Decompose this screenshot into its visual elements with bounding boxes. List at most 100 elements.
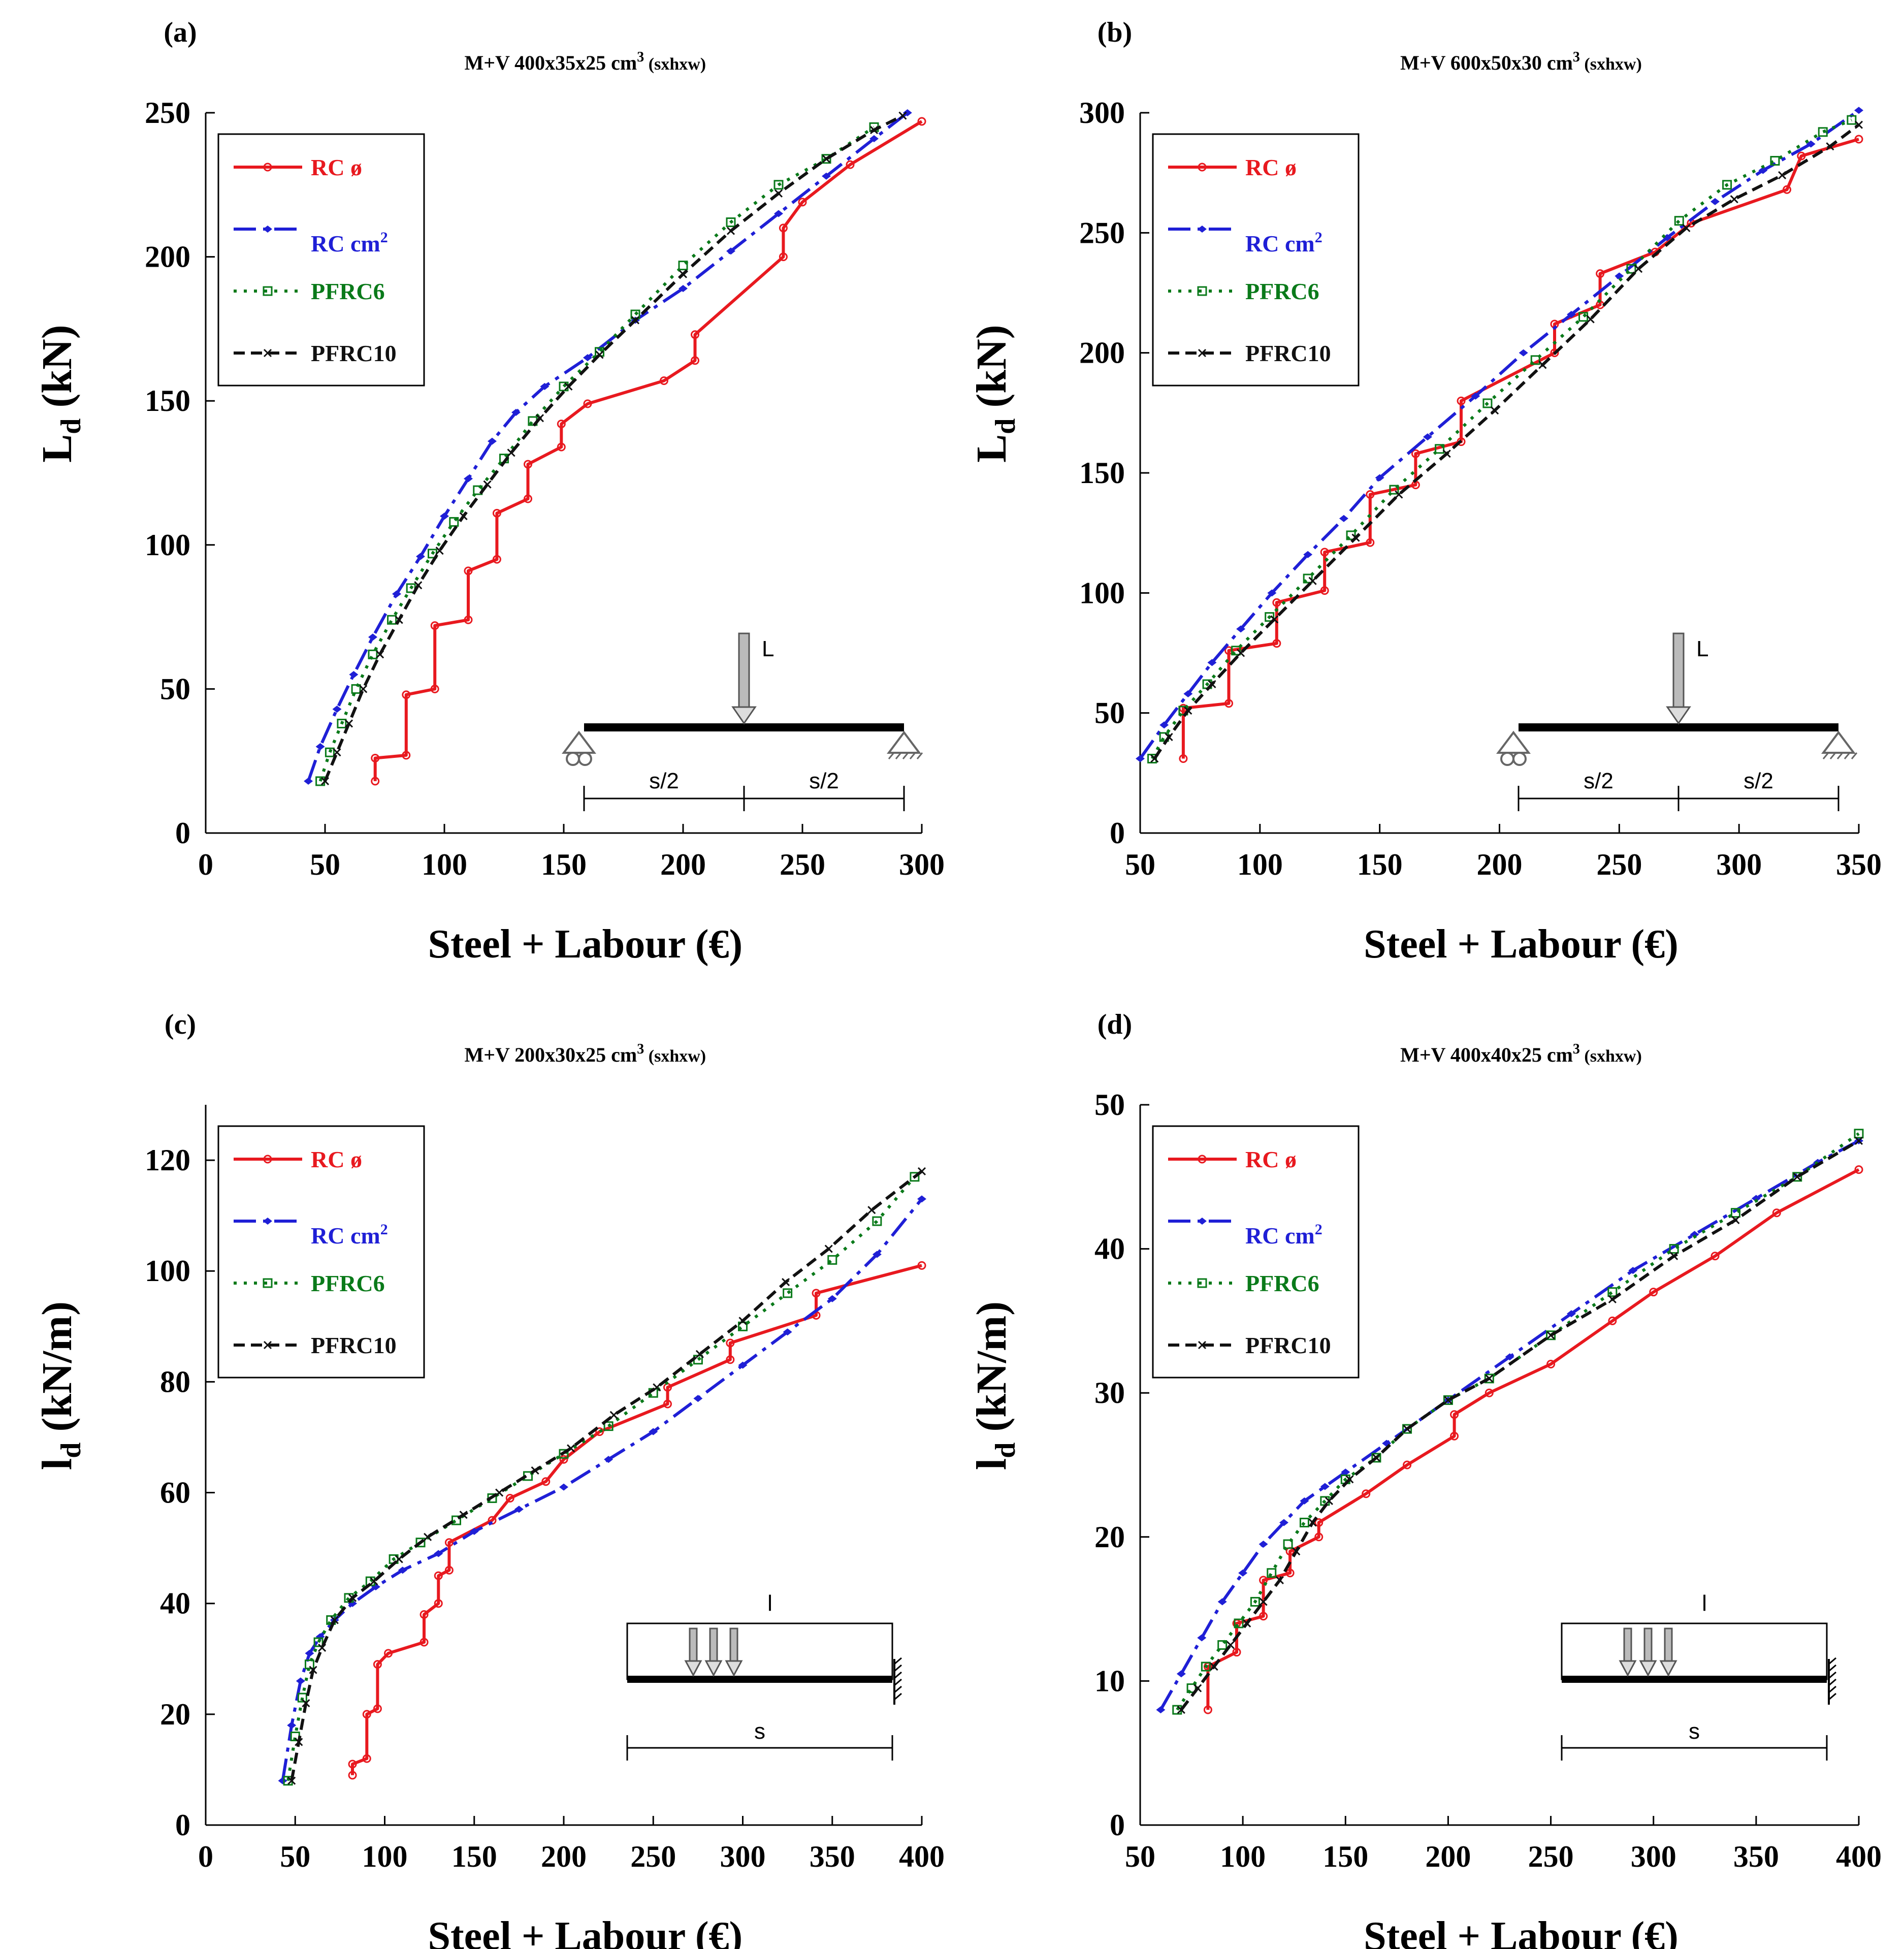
data-point-pfrc10 xyxy=(435,547,444,555)
arrow-head-icon xyxy=(731,706,757,725)
series-line-pfrc10 xyxy=(324,114,903,782)
series-line-pfrc6 xyxy=(1150,118,1852,759)
data-point-rc_cm2 xyxy=(693,1395,703,1402)
data-point-rc_phi xyxy=(1224,699,1234,708)
data-point-rc_phi xyxy=(373,1704,382,1713)
panel-letter: (b) xyxy=(1098,17,1132,48)
legend-marker-rc_phi xyxy=(1198,1155,1207,1164)
series-line-rc_phi xyxy=(373,120,923,781)
data-point-rc_phi xyxy=(1179,754,1188,763)
data-point-rc_cm2 xyxy=(278,1777,287,1784)
data-point-pfrc10 xyxy=(1308,1518,1317,1527)
data-point-pfrc6 xyxy=(821,154,831,164)
load-arrow-icon xyxy=(1664,1627,1673,1663)
data-point-pfrc10 xyxy=(376,650,384,659)
data-point-rc_cm2 xyxy=(1375,474,1384,482)
data-point-rc_cm2 xyxy=(1628,1267,1638,1274)
data-point-rc_cm2 xyxy=(1615,272,1624,280)
data-point-pfrc10 xyxy=(507,449,515,457)
data-point-rc_phi xyxy=(1232,1648,1241,1657)
data-point-rc_phi xyxy=(1285,1569,1295,1578)
data-point-rc_phi xyxy=(430,621,439,630)
data-point-rc_phi xyxy=(1450,1431,1459,1441)
roller-icon xyxy=(1500,752,1514,766)
hatch-mark xyxy=(1828,1664,1836,1672)
x-tick-label: 200 xyxy=(660,848,706,881)
x-tick-label: 100 xyxy=(422,848,467,881)
data-point-rc_phi xyxy=(917,1261,926,1270)
data-point-pfrc10 xyxy=(774,189,783,198)
data-point-pfrc6 xyxy=(1482,398,1493,408)
load-arrow-icon xyxy=(738,632,750,711)
data-point-rc_phi xyxy=(348,1760,357,1769)
data-point-rc_phi xyxy=(348,1771,357,1780)
data-point-rc_phi xyxy=(444,1565,454,1575)
data-point-pfrc10 xyxy=(1682,223,1691,232)
roller-icon xyxy=(578,752,592,766)
legend-item-rc_phi: RC ø xyxy=(234,1146,362,1172)
data-point-rc_cm2 xyxy=(1505,1353,1514,1361)
legend: RC ø RC cm2 PFRC6 PFRC10 xyxy=(1152,133,1360,387)
series-pfrc6 xyxy=(283,1172,920,1786)
data-point-rc_cm2 xyxy=(1279,1519,1288,1526)
x-tick-label: 150 xyxy=(451,1840,497,1873)
data-point-pfrc6 xyxy=(1303,573,1313,584)
data-point-pfrc10 xyxy=(1546,1331,1555,1339)
data-point-pfrc10 xyxy=(295,1738,303,1746)
legend-box xyxy=(217,1125,425,1379)
data-point-rc_cm2 xyxy=(332,706,342,713)
data-point-rc_phi xyxy=(430,684,439,693)
data-point-rc_cm2 xyxy=(1136,755,1145,762)
data-point-rc_cm2 xyxy=(1300,1497,1309,1505)
data-point-rc_cm2 xyxy=(304,777,313,785)
x-tick-label: 300 xyxy=(1716,848,1762,881)
data-point-rc_phi xyxy=(1783,185,1791,194)
data-point-pfrc10 xyxy=(1210,1662,1218,1671)
y-tick-label: 50 xyxy=(1094,1088,1125,1122)
data-point-rc_cm2 xyxy=(604,1456,614,1463)
data-point-pfrc6 xyxy=(1265,612,1275,622)
data-point-pfrc10 xyxy=(679,270,688,278)
data-point-rc_cm2 xyxy=(822,172,831,180)
x-tick-label: 350 xyxy=(810,1840,855,1873)
data-point-pfrc10 xyxy=(1586,315,1595,324)
structural-scheme: ls xyxy=(1561,1591,1836,1761)
chart-panel: 0 50 100 150 200 250 300 0 50 100 150 200 250 (a) M+V … xyxy=(34,17,945,967)
hatch-mark xyxy=(1836,752,1844,759)
data-point-pfrc10 xyxy=(1372,1453,1380,1462)
structural-scheme: ls xyxy=(626,1591,902,1761)
x-axis-label: Steel + Labour (€) xyxy=(428,922,743,967)
data-point-pfrc10 xyxy=(564,382,573,391)
data-point-pfrc10 xyxy=(330,1616,339,1624)
legend-item-pfrc6: PFRC6 xyxy=(234,1270,385,1296)
data-point-pfrc10 xyxy=(1165,732,1173,741)
x-tick-label: 50 xyxy=(1125,1840,1155,1873)
data-point-pfrc6 xyxy=(1770,156,1780,166)
panel-letter: (d) xyxy=(1098,1009,1132,1040)
data-point-pfrc6 xyxy=(1854,1129,1864,1139)
data-point-pfrc10 xyxy=(302,1699,310,1708)
data-point-pfrc10 xyxy=(631,316,640,325)
data-point-rc_cm2 xyxy=(726,247,735,255)
data-point-pfrc10 xyxy=(1778,171,1787,179)
hatch-mark xyxy=(894,1678,902,1686)
y-tick-label: 20 xyxy=(160,1698,190,1731)
data-point-rc_phi xyxy=(583,399,592,408)
series-pfrc10 xyxy=(1177,1136,1863,1714)
legend-label: RC cm2 xyxy=(1245,1221,1322,1249)
data-point-rc_cm2 xyxy=(349,671,359,679)
series-rc_cm2 xyxy=(304,109,912,785)
roller-icon xyxy=(566,752,580,766)
load-label: L xyxy=(762,636,774,661)
x-tick-label: 300 xyxy=(899,848,945,881)
data-point-pfrc10 xyxy=(531,1466,539,1475)
data-point-pfrc10 xyxy=(318,1643,327,1652)
data-point-pfrc10 xyxy=(287,1776,296,1785)
data-point-rc_phi xyxy=(663,1399,672,1409)
data-point-pfrc6 xyxy=(1530,355,1540,365)
load-region xyxy=(1561,1622,1828,1680)
data-point-rc_phi xyxy=(812,1289,821,1298)
series-pfrc10 xyxy=(320,111,907,785)
data-point-pfrc6 xyxy=(1299,1517,1309,1527)
data-point-rc_cm2 xyxy=(738,1361,748,1369)
